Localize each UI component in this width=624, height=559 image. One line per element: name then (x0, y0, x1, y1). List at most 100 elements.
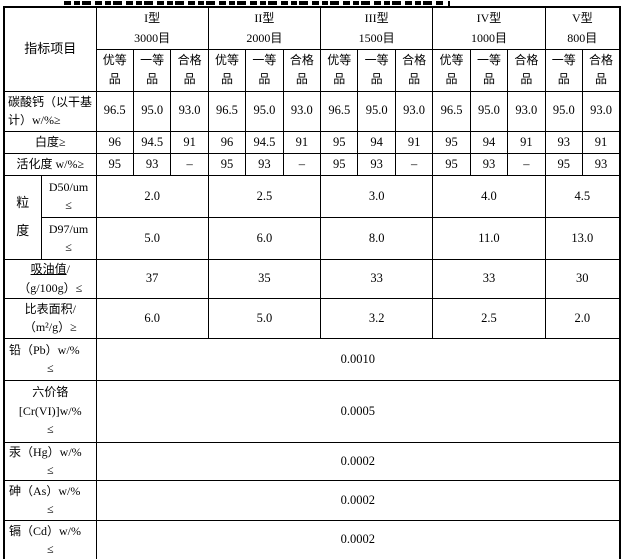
row-label-d50: D50/um ≤ (40, 174, 97, 218)
chromium-operator: ≤ (46, 422, 54, 437)
type-mesh: 1000目 (470, 31, 507, 46)
surface-value: 2.0 (544, 297, 621, 339)
lead-value: 0.0010 (95, 337, 621, 381)
d97-value: 6.0 (207, 216, 322, 260)
activation-value: 93 (245, 152, 284, 176)
row-label-particle-group: 粒度 (3, 174, 42, 260)
type-header-3: III型 1500目 (320, 6, 434, 50)
type-header-5: V型 800目 (544, 6, 621, 50)
oil-value: 33 (320, 258, 434, 299)
table-row-d97: D97/um ≤ 5.0 6.0 8.0 11.0 13.0 (4, 216, 621, 260)
oil-value: 33 (432, 258, 546, 299)
activation-value: 95 (95, 152, 134, 176)
whiteness-value: 96 (95, 130, 134, 154)
table-row-chromium: 六价铬 [Cr(VI)]w/% ≤ 0.0005 (3, 379, 621, 443)
lead-operator: ≤ (46, 361, 54, 376)
caco3-value: 95.0 (357, 90, 396, 132)
activation-value: 93 (357, 152, 396, 176)
caco3-value: 95.0 (245, 90, 284, 132)
d97-value: 5.0 (95, 216, 209, 260)
row-label-activation: 活化度 w/%≥ (3, 152, 97, 176)
whiteness-value: 94.5 (132, 130, 172, 154)
whiteness-value: 95 (320, 130, 359, 154)
d97-operator: ≤ (65, 240, 72, 255)
cadmium-label: 镉（Cd）w/% (9, 523, 82, 538)
oil-label-unit: （g/100g）≤ (18, 280, 83, 295)
row-label-oil: 吸油值/ （g/100g）≤ (3, 258, 97, 299)
caco3-value: 96.5 (320, 90, 359, 132)
caco3-value: 93.0 (394, 90, 434, 132)
type-header-row: 指标项目 I型 3000目 II型 2000目 III型 1500目 IV型 1… (3, 6, 621, 92)
whiteness-value: 91 (170, 130, 209, 154)
type-mesh: 1500目 (358, 31, 395, 46)
activation-value: – (170, 152, 209, 176)
table-row-oil: 吸油值/ （g/100g）≤ 37 35 33 33 30 (3, 258, 621, 299)
row-label-arsenic: 砷（As）w/% ≤ (3, 479, 97, 521)
d50-label: D50/um (48, 179, 89, 194)
row-label-caco3: 碳酸钙（以干基计）w/%≥ (3, 90, 97, 132)
surface-label-unit: （m²/g）≥ (23, 320, 77, 335)
oil-value: 37 (95, 258, 209, 299)
type-name: V型 (571, 11, 593, 26)
arsenic-label: 砷（As）w/% (9, 483, 81, 498)
activation-value: – (282, 152, 322, 176)
d50-value: 3.0 (320, 174, 434, 218)
mercury-label: 汞（Hg）w/% (9, 444, 82, 459)
chromium-label: 六价铬 (32, 385, 69, 400)
grade-header: 优等品 (95, 48, 134, 92)
row-label-lead: 铅（Pb）w/% ≤ (3, 337, 97, 381)
arsenic-operator: ≤ (46, 502, 54, 517)
d50-value: 4.0 (432, 174, 546, 218)
grade-header: 合格品 (282, 48, 322, 92)
lead-label: 铅（Pb）w/% (9, 342, 80, 357)
oil-value: 30 (544, 258, 621, 299)
type-mesh: 2000目 (246, 31, 283, 46)
activation-value: 95 (320, 152, 359, 176)
d50-value: 2.0 (95, 174, 209, 218)
chromium-value: 0.0005 (95, 379, 621, 443)
grade-header: 优等品 (432, 48, 471, 92)
table-row-whiteness: 白度≥ 96 94.5 91 96 94.5 91 95 94 91 95 94… (3, 130, 621, 154)
whiteness-value: 94 (469, 130, 509, 154)
row-label-whiteness: 白度≥ (3, 130, 97, 154)
table-row-caco3: 碳酸钙（以干基计）w/%≥ 96.5 95.0 93.0 96.5 95.0 9… (3, 90, 621, 132)
arsenic-value: 0.0002 (95, 479, 621, 521)
grade-header-row: 优等品 一等品 合格品 优等品 一等品 合格品 优等品 一等品 合格品 优等品 … (4, 48, 621, 92)
grade-header: 一等品 (132, 48, 172, 92)
activation-value: 95 (432, 152, 471, 176)
chromium-formula: [Cr(VI)]w/% (18, 403, 82, 418)
type-mesh: 3000目 (134, 31, 171, 46)
oil-value: 35 (207, 258, 322, 299)
caco3-value: 96.5 (432, 90, 471, 132)
type-name: I型 (144, 11, 161, 26)
table-row-arsenic: 砷（As）w/% ≤ 0.0002 (3, 479, 621, 521)
activation-value: – (394, 152, 434, 176)
grade-header: 合格品 (507, 48, 546, 92)
row-label-surface: 比表面积/ （m²/g）≥ (3, 297, 97, 339)
caco3-value: 93.0 (507, 90, 546, 132)
grade-header: 优等品 (207, 48, 247, 92)
caco3-value: 95.0 (469, 90, 509, 132)
grade-header: 合格品 (394, 48, 434, 92)
surface-value: 3.2 (320, 297, 434, 339)
d50-operator: ≤ (65, 198, 72, 213)
table-row-activation: 活化度 w/%≥ 95 93 – 95 93 – 95 93 – 95 93 –… (3, 152, 621, 176)
grade-header: 一等品 (245, 48, 284, 92)
activation-value: 93 (132, 152, 172, 176)
row-label-cadmium: 镉（Cd）w/% ≤ (3, 519, 97, 559)
caco3-value: 93.0 (282, 90, 322, 132)
caco3-value: 95.0 (544, 90, 584, 132)
oil-label-slash: / (66, 262, 70, 277)
corner-header: 指标项目 (3, 6, 97, 92)
row-label-mercury: 汞（Hg）w/% ≤ (3, 441, 97, 481)
whiteness-value: 94.5 (245, 130, 284, 154)
caco3-value: 95.0 (132, 90, 172, 132)
cadmium-operator: ≤ (46, 542, 54, 557)
type-name: IV型 (476, 11, 502, 26)
d50-value: 2.5 (207, 174, 322, 218)
mercury-value: 0.0002 (95, 441, 621, 481)
whiteness-value: 93 (544, 130, 584, 154)
caco3-value: 96.5 (207, 90, 247, 132)
activation-value: 95 (544, 152, 584, 176)
cadmium-value: 0.0002 (95, 519, 621, 559)
